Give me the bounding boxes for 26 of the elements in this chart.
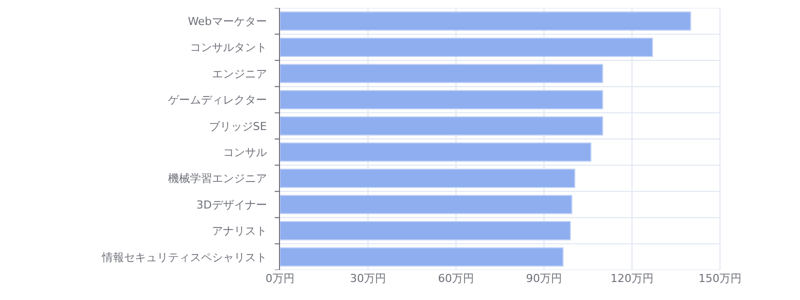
y-tick-label: ゲームディレクター [168,94,267,107]
y-tick-label: 3Dデザイナー [196,198,267,212]
x-tick-label: 30万円 [350,272,386,285]
y-tick-label: Webマーケター [188,14,267,28]
y-tick-label: 情報セキュリティスペシャリスト [100,250,267,264]
bar [280,142,592,162]
y-tick-label: ブリッジSE [208,120,267,133]
x-tick-label: 60万円 [438,272,474,285]
x-tick-label: 120万円 [610,272,654,285]
bar [280,116,604,136]
bar [280,11,692,31]
y-tick-label: アナリスト [212,224,267,238]
bar [280,194,572,214]
bar [280,168,576,188]
bar [280,38,654,57]
bar [280,64,604,84]
bar [280,221,571,240]
x-tick-label: 90万円 [526,272,562,285]
y-tick-label: 機械学習エンジニア [168,172,267,186]
y-tick-label: コンサル [222,146,267,159]
x-tick-label: 0万円 [266,272,294,285]
y-tick-label: エンジニア [212,67,267,80]
y-tick-label: コンサルタント [190,41,267,54]
bar [280,247,564,267]
x-tick-label: 150万円 [698,272,742,285]
bar [280,90,604,110]
